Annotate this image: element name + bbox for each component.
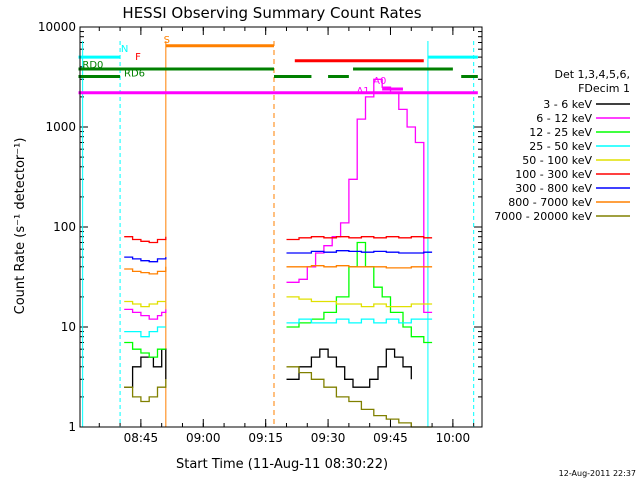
y-tick-label: 10000 (38, 20, 76, 34)
legend-entry-label: 6 - 12 keV (536, 112, 592, 125)
flag-label-f: F (135, 52, 141, 63)
series-line (286, 348, 412, 388)
series-line (286, 236, 433, 241)
legend-header: Det 1,3,4,5,6, (554, 68, 630, 81)
series-line (286, 241, 433, 344)
series-line (124, 256, 167, 263)
series-line (286, 250, 433, 254)
footer-timestamp: 12-Aug-2011 22:37 (559, 469, 636, 478)
y-axis-label: Count Rate (s⁻¹ detector⁻¹) (13, 138, 28, 315)
legend-entry-label: 50 - 100 keV (522, 154, 592, 167)
series-line (124, 341, 166, 358)
x-tick-label: 08:45 (124, 431, 159, 445)
y-tick-label: 100 (53, 220, 76, 234)
legend-entry-label: 25 - 50 keV (529, 140, 592, 153)
x-tick-label: 09:45 (373, 431, 408, 445)
series-line (124, 308, 167, 320)
series-line (124, 379, 167, 403)
series-line (286, 366, 433, 428)
series-line (124, 300, 166, 308)
x-tick-label: 09:15 (248, 431, 283, 445)
flag-label-a1: A1 (356, 86, 369, 97)
series-line (124, 266, 167, 275)
x-tick-label: 09:00 (186, 431, 221, 445)
legend-entry-label: 800 - 7000 keV (508, 196, 592, 209)
series-line (124, 326, 166, 338)
legend-header: FDecim 1 (578, 82, 630, 95)
flag-label-a0: A0 (373, 76, 386, 87)
flag-label-s: S (164, 35, 170, 46)
legend-entry-label: 3 - 6 keV (543, 98, 592, 111)
y-tick-label: 1 (68, 420, 76, 434)
x-axis-label: Start Time (11-Aug-11 08:30:22) (176, 457, 388, 472)
y-tick-label: 10 (61, 320, 76, 334)
series-line (286, 265, 433, 269)
legend-entry-label: 12 - 25 keV (529, 126, 592, 139)
series-line (286, 296, 433, 308)
plot-area: 1 10 100 1000 10000 08:45 09:00 09:15 09:30 09:45… (38, 20, 482, 445)
plot-frame (79, 26, 483, 428)
x-tick-label: 10:00 (436, 431, 471, 445)
series-line (124, 236, 167, 244)
x-tick-label: 09:30 (311, 431, 346, 445)
series-line (124, 348, 167, 388)
y-tick-label: 1000 (45, 120, 76, 134)
series-line (286, 318, 433, 324)
flag-label-rd0: RD0 (82, 60, 103, 71)
legend-entry-label: 7000 - 20000 keV (494, 210, 592, 223)
flag-label-rd6: RD6 (124, 68, 145, 79)
chart-title: HESSI Observing Summary Count Rates (122, 4, 421, 22)
legend-entry-label: 100 - 300 keV (515, 168, 592, 181)
series-line (286, 78, 433, 314)
legend-entry-label: 300 - 800 keV (515, 182, 592, 195)
flag-label-n: N (121, 44, 128, 55)
